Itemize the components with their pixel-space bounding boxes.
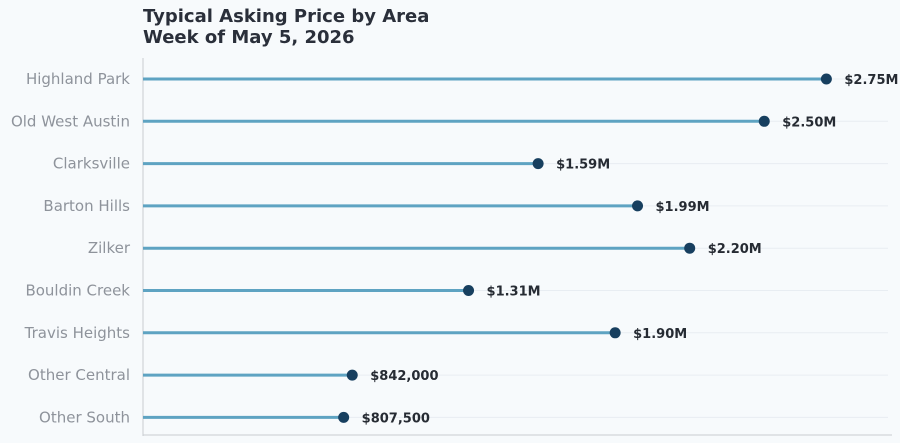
- lollipop-dot: [820, 73, 832, 85]
- chart-title: Typical Asking Price by Area: [143, 6, 430, 27]
- value-label: $1.90M: [633, 327, 687, 342]
- value-label: $2.20M: [708, 242, 762, 257]
- category-label: Travis Heights: [24, 324, 131, 342]
- lollipop-dot: [346, 369, 358, 381]
- category-label: Other Central: [28, 366, 130, 384]
- category-label: Bouldin Creek: [25, 282, 130, 300]
- value-label: $1.31M: [487, 285, 541, 300]
- value-label: $1.99M: [656, 200, 710, 215]
- category-label: Old West Austin: [11, 112, 130, 130]
- lollipop-dot: [684, 242, 696, 254]
- value-label: $2.50M: [782, 115, 836, 130]
- lollipop-dot: [463, 285, 475, 296]
- lollipop-dot: [632, 200, 644, 212]
- value-label: $807,500: [362, 411, 430, 426]
- category-label: Highland Park: [26, 70, 130, 88]
- lollipop-dot: [338, 411, 350, 423]
- value-label: $2.75M: [844, 73, 898, 88]
- category-label: Zilker: [88, 239, 131, 257]
- chart-subtitle: Week of May 5, 2026: [143, 27, 355, 48]
- category-label: Other South: [39, 408, 130, 426]
- category-label: Barton Hills: [43, 197, 130, 215]
- lollipop-dot: [532, 158, 544, 170]
- lollipop-dot: [758, 115, 770, 127]
- category-label: Clarksville: [53, 155, 130, 173]
- lollipop-dot: [609, 327, 621, 339]
- value-label: $1.59M: [556, 158, 610, 173]
- value-label: $842,000: [370, 369, 438, 384]
